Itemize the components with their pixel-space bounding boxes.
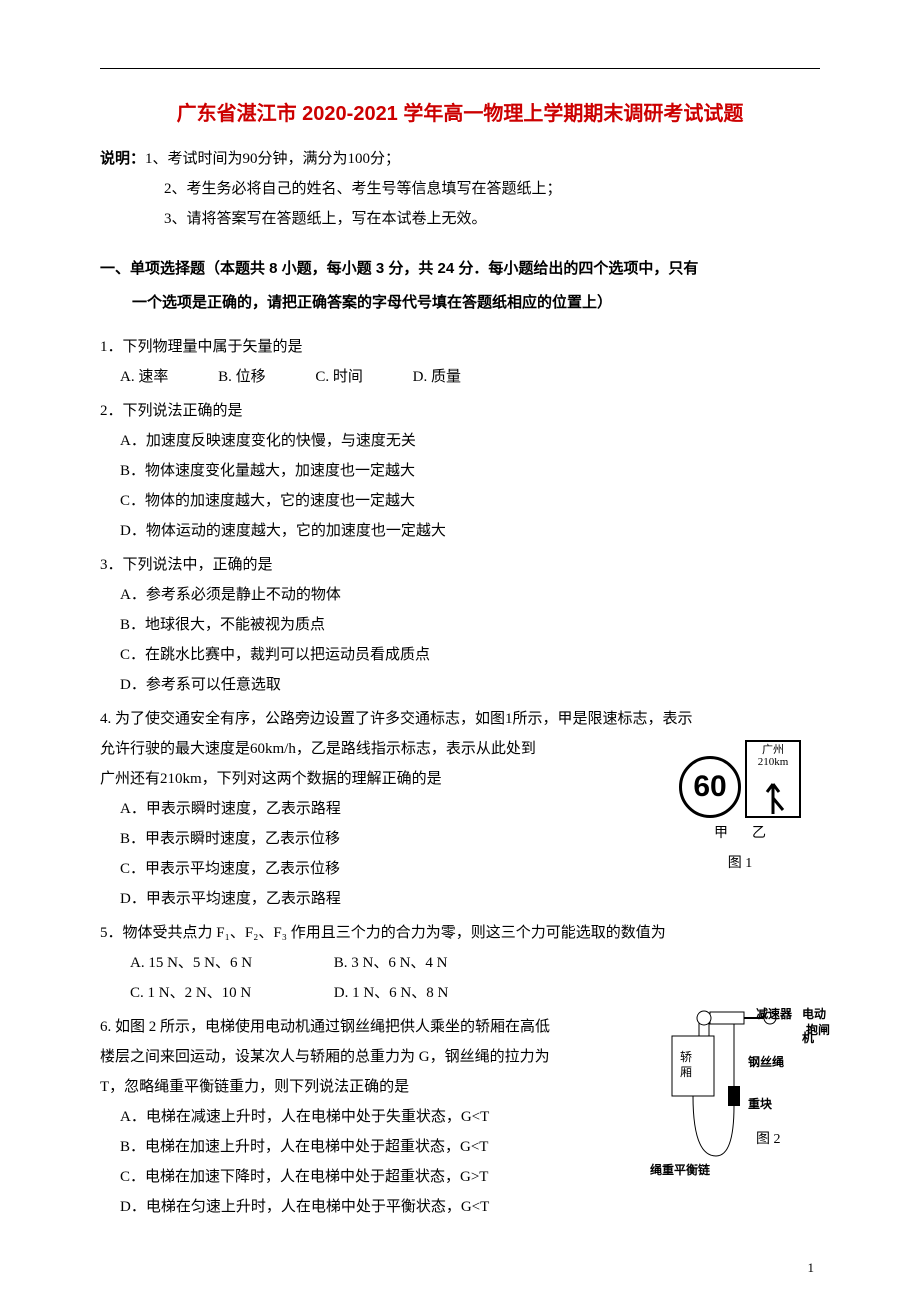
fig2-label-reducer: 减速器: [756, 1002, 792, 1026]
fig2-label-weight: 重块: [748, 1092, 772, 1116]
instruction-1: 1、考试时间为90分钟，满分为100分；: [145, 151, 400, 167]
q2-opt-b: B．物体速度变化量越大，加速度也一定越大: [120, 456, 820, 486]
q5-options: A. 15 N、5 N、6 N B. 3 N、6 N、4 N C. 1 N、2 …: [100, 948, 820, 1008]
section-1-heading: 一、单项选择题（本题共 8 小题，每小题 3 分，共 24 分．每小题给出的四个…: [100, 252, 820, 320]
q6-stem3: T，忽略绳重平衡链重力，则下列说法正确的是: [100, 1072, 550, 1102]
route-arrow-icon: [758, 770, 788, 814]
speed-sign-icon: 60: [679, 756, 741, 818]
q5-stem: 5．物体受共点力 F₁、F₂、F₃ 作用且三个力的合力为零，则这三个力可能选取的…: [100, 918, 820, 948]
fig1-label-a: 甲: [714, 820, 728, 848]
q3-opt-b: B．地球很大，不能被视为质点: [120, 610, 820, 640]
question-3: 3．下列说法中，正确的是 A．参考系必须是静止不动的物体 B．地球很大，不能被视…: [100, 550, 820, 700]
q4-options: A．甲表示瞬时速度，乙表示路程 B．甲表示瞬时速度，乙表示位移 C．甲表示平均速…: [100, 794, 560, 914]
figure-2: 轿 厢 减速器 电动机 抱闸 钢丝绳 重块 绳重平衡链 图 2: [636, 1006, 836, 1176]
q4-opt-b: B．甲表示瞬时速度，乙表示位移: [120, 824, 560, 854]
question-6: 6. 如图 2 所示，电梯使用电动机通过钢丝绳把供人乘坐的轿厢在高低 楼层之间来…: [100, 1012, 820, 1222]
q4-opt-a: A．甲表示瞬时速度，乙表示路程: [120, 794, 560, 824]
route-sign-icon: 广州 210km: [745, 740, 801, 818]
q6-opt-d: D．电梯在匀速上升时，人在电梯中处于平衡状态，G<T: [120, 1192, 550, 1222]
q5-opt-b: B. 3 N、6 N、4 N: [334, 955, 448, 971]
q6-stem1: 6. 如图 2 所示，电梯使用电动机通过钢丝绳把供人乘坐的轿厢在高低: [100, 1012, 550, 1042]
fig2-label-brake: 抱闸: [806, 1018, 830, 1042]
question-4: 4. 为了使交通安全有序，公路旁边设置了许多交通标志，如图1所示，甲是限速标志，…: [100, 704, 820, 914]
q4-stem3: 广州还有210km，下列对这两个数据的理解正确的是: [100, 764, 560, 794]
q3-stem: 3．下列说法中，正确的是: [100, 550, 820, 580]
q2-opt-a: A．加速度反映速度变化的快慢，与速度无关: [120, 426, 820, 456]
q6-options: A．电梯在减速上升时，人在电梯中处于失重状态，G<T B．电梯在加速上升时，人在…: [100, 1102, 550, 1222]
q1-stem: 1．下列物理量中属于矢量的是: [100, 332, 820, 362]
q5-opt-d: D. 1 N、6 N、8 N: [334, 985, 449, 1001]
q2-stem: 2．下列说法正确的是: [100, 396, 820, 426]
instruction-lead: 说明：: [100, 150, 145, 167]
instructions-block: 说明：1、考试时间为90分钟，满分为100分； 2、考生务必将自己的姓名、考生号…: [100, 144, 820, 234]
q4-opt-c: C．甲表示平均速度，乙表示位移: [120, 854, 560, 884]
q1-opt-a: A. 速率: [120, 362, 168, 392]
figure-1: 60 广州 210km 甲 乙 图 1: [650, 740, 830, 878]
q3-opt-d: D．参考系可以任意选取: [120, 670, 820, 700]
section-1-line2: 一个选项是正确的，请把正确答案的字母代号填在答题纸相应的位置上）: [132, 294, 612, 311]
question-5: 5．物体受共点力 F₁、F₂、F₃ 作用且三个力的合力为零，则这三个力可能选取的…: [100, 918, 820, 1008]
fig1-caption: 图 1: [650, 850, 830, 878]
fig2-label-car: 轿: [680, 1049, 692, 1064]
q6-opt-c: C．电梯在加速下降时，人在电梯中处于超重状态，G>T: [120, 1162, 550, 1192]
fig1-label-b: 乙: [752, 820, 766, 848]
q3-opt-c: C．在跳水比赛中，裁判可以把运动员看成质点: [120, 640, 820, 670]
question-2: 2．下列说法正确的是 A．加速度反映速度变化的快慢，与速度无关 B．物体速度变化…: [100, 396, 820, 546]
q4-opt-d: D．甲表示平均速度，乙表示路程: [120, 884, 560, 914]
top-rule: [100, 68, 820, 69]
q6-stem2: 楼层之间来回运动，设某次人与轿厢的总重力为 G，钢丝绳的拉力为: [100, 1042, 550, 1072]
fig2-label-rope: 钢丝绳: [748, 1050, 784, 1074]
q3-opt-a: A．参考系必须是静止不动的物体: [120, 580, 820, 610]
fig2-label-chain: 绳重平衡链: [650, 1158, 710, 1182]
route-dist: 210km: [747, 756, 799, 768]
route-dest: 广州: [747, 744, 799, 756]
q6-opt-b: B．电梯在加速上升时，人在电梯中处于超重状态，G<T: [120, 1132, 550, 1162]
q1-opt-c: C. 时间: [315, 362, 363, 392]
q2-options: A．加速度反映速度变化的快慢，与速度无关 B．物体速度变化量越大，加速度也一定越…: [100, 426, 820, 546]
page-number: 1: [808, 1260, 815, 1276]
q5-opt-c: C. 1 N、2 N、10 N: [130, 978, 330, 1008]
instruction-2: 2、考生务必将自己的姓名、考生号等信息填写在答题纸上；: [100, 174, 820, 204]
q1-opt-d: D. 质量: [413, 362, 461, 392]
section-1-line1: 一、单项选择题（本题共 8 小题，每小题 3 分，共 24 分．每小题给出的四个…: [100, 260, 698, 277]
q4-stem2: 允许行驶的最大速度是60km/h，乙是路线指示标志，表示从此处到: [100, 734, 560, 764]
q5-opt-a: A. 15 N、5 N、6 N: [130, 948, 330, 978]
svg-text:厢: 厢: [680, 1065, 692, 1079]
q6-opt-a: A．电梯在减速上升时，人在电梯中处于失重状态，G<T: [120, 1102, 550, 1132]
q2-opt-d: D．物体运动的速度越大，它的加速度也一定越大: [120, 516, 820, 546]
instruction-line-1: 说明：1、考试时间为90分钟，满分为100分；: [100, 144, 820, 174]
q2-opt-c: C．物体的加速度越大，它的速度也一定越大: [120, 486, 820, 516]
q1-options: A. 速率 B. 位移 C. 时间 D. 质量: [100, 362, 820, 392]
q4-stem1: 4. 为了使交通安全有序，公路旁边设置了许多交通标志，如图1所示，甲是限速标志，…: [100, 704, 820, 734]
exam-page: 广东省湛江市 2020-2021 学年高一物理上学期期末调研考试试题 说明：1、…: [0, 0, 920, 1302]
exam-title: 广东省湛江市 2020-2021 学年高一物理上学期期末调研考试试题: [100, 97, 820, 126]
q1-opt-b: B. 位移: [218, 362, 266, 392]
question-1: 1．下列物理量中属于矢量的是 A. 速率 B. 位移 C. 时间 D. 质量: [100, 332, 820, 392]
fig2-caption: 图 2: [756, 1126, 781, 1154]
q3-options: A．参考系必须是静止不动的物体 B．地球很大，不能被视为质点 C．在跳水比赛中，…: [100, 580, 820, 700]
instruction-3: 3、请将答案写在答题纸上，写在本试卷上无效。: [100, 204, 820, 234]
